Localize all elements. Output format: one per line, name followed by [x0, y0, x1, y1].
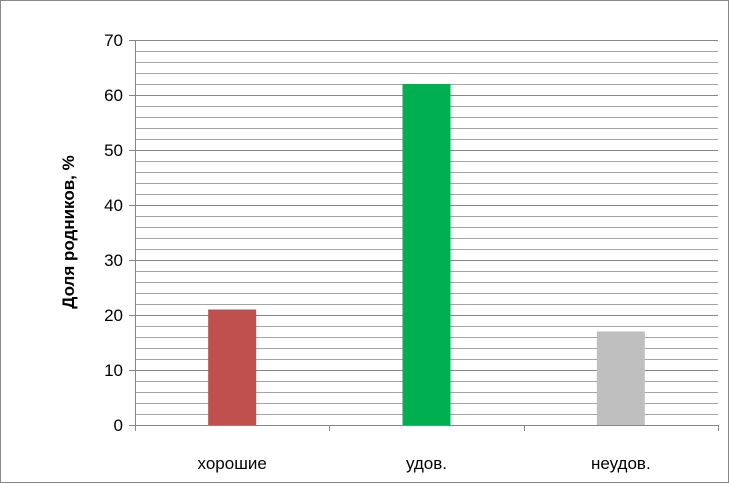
- y-tick-label: 60: [104, 86, 123, 105]
- y-tick-label: 70: [104, 31, 123, 50]
- bars: [208, 84, 645, 425]
- y-tick-labels: 0 10 20 30 40 50 60 70: [104, 31, 123, 435]
- y-tick-label: 20: [104, 306, 123, 325]
- y-tick-label: 30: [104, 251, 123, 270]
- x-category-label: неудов.: [591, 454, 651, 473]
- bar-3: [596, 331, 645, 425]
- y-tick-label: 40: [104, 196, 123, 215]
- y-tick-label: 0: [114, 416, 123, 435]
- x-category-labels: хорошие удов. неудов.: [198, 454, 651, 473]
- x-category-label: удов.: [406, 454, 447, 473]
- bar-1: [208, 309, 257, 425]
- x-category-label: хорошие: [198, 454, 267, 473]
- y-tick-label: 50: [104, 141, 123, 160]
- y-tick-label: 10: [104, 361, 123, 380]
- axes: [129, 40, 719, 431]
- y-axis-label: Доля родников, %: [59, 155, 78, 308]
- bar-2: [402, 84, 451, 425]
